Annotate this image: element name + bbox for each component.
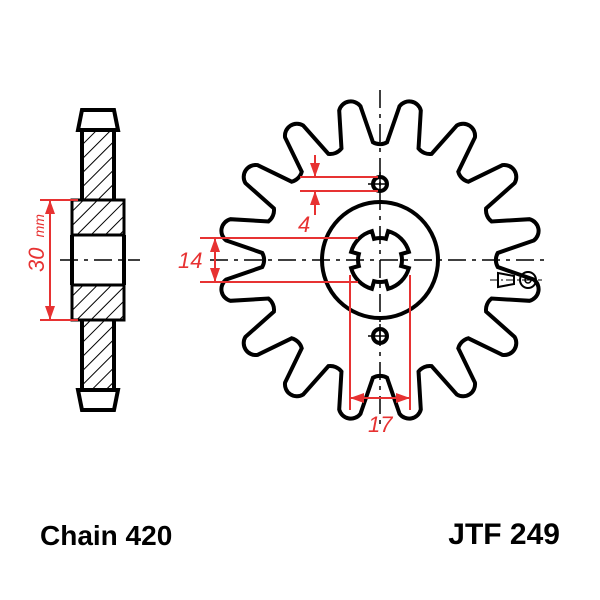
side-hub-upper [72,200,124,235]
diagram-container: 30 mm 14 4 [0,0,600,600]
part-number-label: JTF 249 [448,518,560,552]
dim-14-value: 14 [178,248,202,273]
dim-30-value: 30 [24,247,49,272]
diagram-svg: 30 mm 14 4 [0,0,600,600]
dim-30-unit: mm [31,214,47,238]
side-tooth-bottom [78,390,118,410]
dim-17-value: 17 [368,412,393,437]
side-hub-lower [72,285,124,320]
chain-label: Chain 420 [40,520,172,552]
side-view [60,110,140,410]
svg-text:30 mm: 30 mm [24,214,49,272]
side-plate-lower [82,320,114,390]
side-tooth-top [78,110,118,130]
dim-4-value: 4 [298,212,310,237]
side-plate-upper [82,130,114,200]
